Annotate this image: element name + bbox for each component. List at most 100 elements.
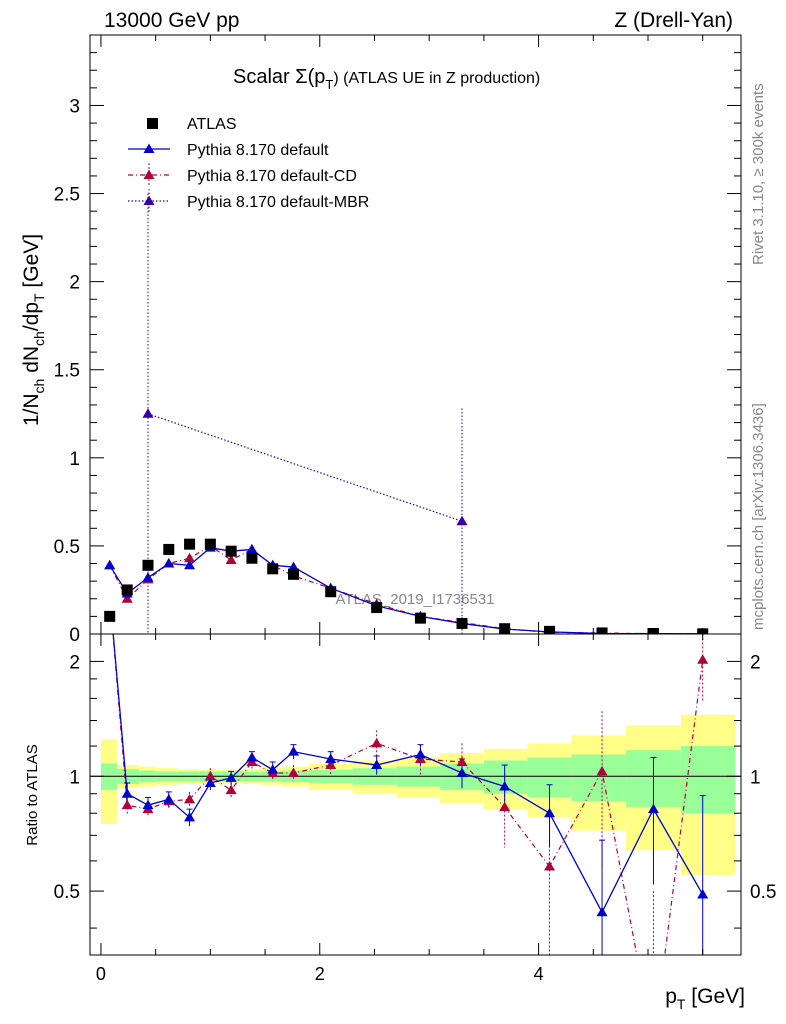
uncertainty-bands [90, 714, 741, 876]
ratio-point-default [246, 751, 258, 762]
ratio-point-default-cd [456, 756, 468, 766]
legend: ATLAS Pythia 8.170 default Pythia 8.170 … [128, 116, 369, 213]
chart-title-sub: T [325, 77, 333, 92]
ratio-point-default [163, 793, 175, 804]
ylabel-s2: ch [31, 331, 47, 346]
y-tick-label-ratio-right: 1 [750, 767, 761, 788]
atlas-point [121, 584, 133, 596]
legend-marker-mbr [143, 195, 155, 205]
atlas-point [596, 627, 608, 634]
series-line-default-mbr [147, 413, 463, 522]
default-cd-point [225, 554, 237, 565]
y-tick-label-main: 1.5 [54, 361, 80, 382]
x-tick-label: 2 [315, 964, 325, 984]
y-axis-label-ratio: Ratio to ATLAS [24, 744, 41, 845]
default-cd-point [121, 593, 133, 603]
ratio-point-default [596, 906, 608, 917]
ratio-point-default [142, 799, 154, 810]
band-inner [571, 754, 627, 802]
atlas-point [325, 586, 337, 598]
atlas-point [184, 538, 196, 550]
y-tick-label-ratio-right: 2 [750, 652, 761, 673]
ylabel-t1: 1/N [20, 393, 43, 426]
atlas-point [142, 559, 154, 571]
ylabel-t4: [GeV] [20, 234, 43, 294]
xlabel-pre: p [665, 985, 677, 1008]
atlas-point [246, 552, 258, 564]
ratio-point-default [499, 781, 511, 791]
ratio-point-default [184, 811, 196, 822]
chart-title-post: ) (ATLAS UE in Z production) [333, 70, 540, 87]
ratio-panel-frame [89, 633, 742, 956]
x-tick-label: 4 [534, 964, 544, 984]
ratio-point-default [204, 777, 216, 788]
ratio-point-default-cd [544, 861, 556, 871]
ratio-point-default-cd [288, 767, 300, 777]
legend-marker-default [143, 143, 155, 153]
default-cd-point [184, 552, 196, 563]
chart-title: Scalar Σ(pT) (ATLAS UE in Z production) [233, 66, 540, 92]
legend-label-mbr: Pythia 8.170 default-MBR [187, 194, 369, 211]
ratio-point-default-cd [596, 765, 608, 776]
ratio-point-default [544, 807, 556, 818]
atlas-point [371, 602, 383, 614]
atlas-point [267, 563, 279, 575]
chart-title-pre: Scalar Σ(p [233, 66, 325, 88]
x-axis-label: pT [GeV] [665, 985, 745, 1012]
ratio-point-default-cd [697, 654, 709, 664]
ratio-point-default-cd [499, 801, 511, 812]
legend-marker-cd [143, 169, 155, 179]
y-tick-label-main: 0.5 [54, 537, 80, 558]
ratio-point-default [288, 746, 300, 756]
ratio-point-default-cd [184, 793, 196, 804]
atlas-point [647, 627, 659, 634]
ratio-panel-data [112, 634, 709, 955]
xlabel-sub: T [677, 996, 686, 1012]
ratio-point-default [456, 767, 468, 777]
ratio-point-default-cd [325, 759, 337, 770]
atlas-point [204, 538, 216, 550]
mbr-point [142, 408, 154, 418]
ylabel-t3: /dp [20, 302, 43, 331]
mcplots-label: mcplots.cern.ch [arXiv:1306.3436] [750, 403, 767, 630]
ratio-point-default [414, 749, 426, 759]
ylabel-s3: T [31, 293, 47, 302]
default-point [246, 543, 258, 554]
ratio-point-default [371, 759, 383, 770]
legend-marker-atlas [147, 118, 158, 129]
y-tick-label-main: 1 [69, 449, 80, 470]
mbr-point [456, 515, 468, 526]
y-tick-label-main: 3 [69, 96, 80, 117]
header-left: 13000 GeV pp [104, 9, 239, 32]
y-tick-label-ratio-left: 1 [69, 767, 80, 788]
atlas-point [544, 625, 556, 634]
y-tick-label-main: 2 [69, 273, 80, 294]
ratio-point-default-cd [121, 799, 133, 810]
atlas-point [104, 610, 116, 622]
band-inner [680, 746, 736, 814]
default-point [163, 558, 175, 568]
legend-label-cd: Pythia 8.170 default-CD [187, 168, 357, 185]
series-line-default-cd [109, 545, 703, 634]
ylabel-s1: ch [31, 379, 47, 394]
legend-label-default: Pythia 8.170 default [187, 142, 329, 159]
atlas-point [163, 543, 175, 555]
rivet-label: Rivet 3.1.10, ≥ 300k events [750, 83, 767, 265]
y-tick-label-ratio-left: 2 [69, 652, 80, 673]
atlas-point [499, 623, 511, 634]
atlas-point [414, 612, 426, 624]
ratio-point-default-cd [371, 737, 383, 748]
ratio-point-default-cd [225, 784, 237, 795]
xlabel-post: [GeV] [685, 985, 745, 1008]
ratio-point-default [325, 753, 337, 763]
x-tick-label: 0 [96, 964, 106, 984]
ratio-point-default-cd [204, 770, 216, 781]
ratio-point-default [647, 803, 659, 814]
atlas-point [288, 568, 300, 580]
y-tick-label-main: 2.5 [54, 185, 80, 206]
atlas-point [225, 545, 237, 557]
band-inner [100, 763, 118, 791]
y-tick-label-ratio-left: 0.5 [54, 882, 80, 903]
axis-ticks: 0 2 4 0 0.5 1 1.5 2 2.5 3 0.5 0.5 1 1 2 2 [54, 34, 776, 984]
